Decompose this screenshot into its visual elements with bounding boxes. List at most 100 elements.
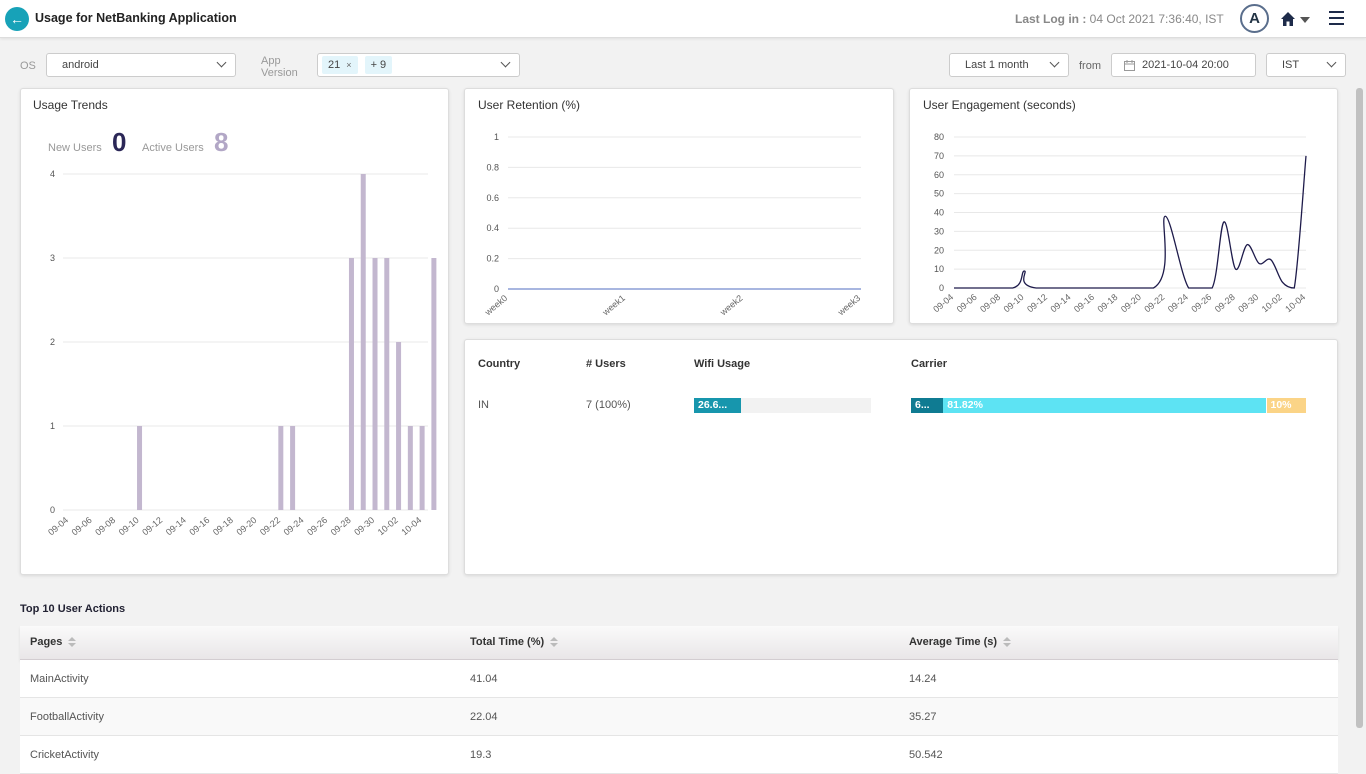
- x-tick-label: 09-14: [164, 515, 188, 537]
- usage-trends-title: Usage Trends: [33, 98, 108, 112]
- hamburger-menu-icon[interactable]: [1329, 11, 1344, 25]
- x-tick-label: 09-12: [140, 515, 164, 537]
- os-select[interactable]: android: [46, 53, 236, 77]
- table-row: MainActivity 41.04 14.24: [20, 660, 1338, 698]
- x-tick-label: 09-10: [1002, 292, 1026, 314]
- app-version-more[interactable]: + 9: [364, 56, 393, 74]
- avatar[interactable]: A: [1240, 4, 1269, 33]
- y-tick-label: 0.8: [486, 162, 499, 172]
- timezone-select[interactable]: IST: [1266, 53, 1346, 77]
- series-line: [953, 155, 1307, 289]
- bar: [372, 258, 378, 510]
- y-tick-label: 1: [494, 132, 499, 142]
- carrier-segment: 6...: [911, 398, 944, 413]
- chevron-down-icon: [1326, 57, 1337, 68]
- carrier-segment: 81.82%: [943, 398, 1267, 413]
- os-select-value: android: [62, 59, 99, 71]
- col-total-time[interactable]: Total Time (%): [470, 636, 559, 648]
- y-tick-label: 3: [50, 253, 55, 263]
- x-tick-label: 09-26: [1189, 292, 1213, 314]
- scrollbar[interactable]: [1356, 88, 1363, 728]
- bar: [137, 426, 143, 510]
- chevron-down-icon: [216, 57, 227, 68]
- x-tick-label: week3: [835, 293, 862, 318]
- app-version-select[interactable]: 21 × + 9: [317, 53, 520, 77]
- home-icon[interactable]: [1280, 11, 1296, 27]
- calendar-icon: [1124, 60, 1135, 71]
- last-login: Last Log in : 04 Oct 2021 7:36:40, IST: [1015, 12, 1224, 26]
- wifi-usage-fill: 26.6...: [694, 398, 742, 413]
- user-retention-title: User Retention (%): [478, 98, 581, 112]
- x-tick-label: 09-20: [234, 515, 258, 537]
- new-users-value: 0: [112, 127, 127, 157]
- bar: [384, 258, 390, 510]
- x-tick-label: 09-26: [305, 515, 329, 537]
- x-tick-label: 09-08: [978, 292, 1002, 314]
- x-tick-label: 09-24: [282, 515, 306, 537]
- users-value: 7 (100%): [586, 399, 631, 411]
- page-cell: FootballActivity: [30, 711, 104, 723]
- x-tick-label: 09-30: [1236, 292, 1260, 314]
- last-login-label: Last Log in :: [1015, 12, 1087, 26]
- x-tick-label: 09-14: [1049, 292, 1073, 314]
- bar: [419, 426, 425, 510]
- col-pages[interactable]: Pages: [30, 636, 77, 648]
- app-version-chip[interactable]: 21 ×: [322, 56, 358, 74]
- x-tick-label: 09-08: [93, 515, 117, 537]
- page-cell: CricketActivity: [30, 749, 100, 761]
- carrier-segment: 10%: [1266, 398, 1306, 413]
- col-average-time[interactable]: Average Time (s): [909, 636, 1012, 648]
- back-arrow-icon[interactable]: ←: [5, 7, 29, 31]
- y-tick-label: 0.6: [486, 193, 499, 203]
- active-users-value: 8: [214, 127, 229, 157]
- col-carrier: Carrier: [911, 358, 948, 370]
- x-tick-label: 09-06: [70, 515, 94, 537]
- y-tick-label: 60: [934, 170, 944, 180]
- chevron-down-icon: [500, 57, 511, 68]
- bar: [290, 426, 296, 510]
- actions-table-header: Pages Total Time (%) Average Time (s): [20, 626, 1338, 660]
- x-tick-label: 09-28: [1213, 292, 1237, 314]
- x-tick-label: 09-18: [1095, 292, 1119, 314]
- y-tick-label: 2: [50, 337, 55, 347]
- remove-chip-icon[interactable]: ×: [346, 60, 352, 70]
- timezone-value: IST: [1282, 59, 1300, 71]
- range-select[interactable]: Last 1 month: [949, 53, 1069, 77]
- y-tick-label: 30: [934, 226, 944, 236]
- carrier-bar: 6... 81.82% 10%: [911, 398, 1306, 413]
- chevron-down-icon: [1049, 57, 1060, 68]
- from-date-value: 2021-10-04 20:00: [1142, 59, 1229, 71]
- x-tick-label: 09-16: [187, 515, 211, 537]
- bar: [407, 426, 413, 510]
- bar: [278, 426, 284, 510]
- from-date-input[interactable]: 2021-10-04 20:00: [1111, 53, 1256, 77]
- sort-icon[interactable]: [1003, 636, 1012, 648]
- sort-icon[interactable]: [68, 636, 77, 648]
- col-country: Country: [478, 358, 521, 370]
- y-tick-label: 1: [50, 421, 55, 431]
- x-tick-label: 09-18: [211, 515, 235, 537]
- new-users-label: New Users: [48, 142, 102, 154]
- country-card: Country # Users Wifi Usage Carrier IN 7 …: [464, 339, 1338, 575]
- y-tick-label: 4: [50, 169, 55, 179]
- y-tick-label: 0: [50, 505, 55, 515]
- x-tick-label: week0: [482, 293, 509, 318]
- sort-icon[interactable]: [550, 636, 559, 648]
- os-label: OS: [20, 60, 36, 72]
- x-tick-label: 09-06: [955, 292, 979, 314]
- bar: [360, 174, 366, 510]
- table-row: FootballActivity 22.04 35.27: [20, 698, 1338, 736]
- x-tick-label: 10-04: [1283, 292, 1307, 314]
- y-tick-label: 0.2: [486, 254, 499, 264]
- col-users: # Users: [586, 358, 626, 370]
- range-select-value: Last 1 month: [965, 59, 1029, 71]
- x-tick-label: 09-12: [1025, 292, 1049, 314]
- y-tick-label: 80: [934, 132, 944, 142]
- x-tick-label: 09-04: [46, 515, 70, 537]
- last-login-value: 04 Oct 2021 7:36:40, IST: [1089, 12, 1224, 26]
- x-tick-label: 10-04: [399, 515, 423, 537]
- y-tick-label: 40: [934, 208, 944, 218]
- total-time-cell: 22.04: [470, 711, 498, 723]
- chevron-down-icon[interactable]: [1300, 17, 1310, 23]
